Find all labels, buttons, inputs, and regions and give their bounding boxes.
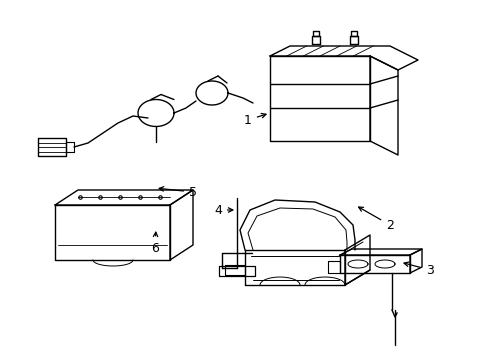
Text: 1: 1 — [244, 113, 265, 126]
Text: 2: 2 — [358, 207, 393, 231]
Text: 6: 6 — [151, 232, 159, 255]
Text: 3: 3 — [403, 262, 433, 276]
Text: 5: 5 — [159, 185, 197, 198]
Text: 4: 4 — [214, 203, 232, 216]
